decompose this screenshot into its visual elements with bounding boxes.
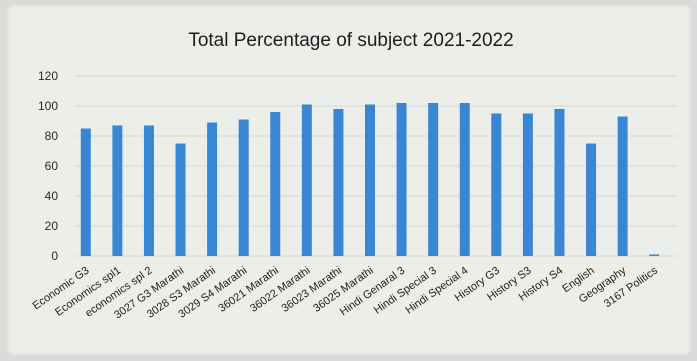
bar-13 — [491, 113, 502, 256]
bar-4 — [207, 122, 218, 256]
bar-8 — [333, 109, 344, 256]
chart-title: Total Percentage of subject 2021-2022 — [188, 30, 513, 51]
bar-2 — [143, 125, 154, 256]
y-tick-label: 120 — [38, 69, 58, 83]
bar-5 — [238, 119, 249, 256]
bar-12 — [459, 103, 470, 256]
bar-17 — [617, 116, 628, 256]
bars — [80, 103, 660, 256]
chart-frame: Total Percentage of subject 2021-2022 0 2… — [6, 4, 692, 356]
bar-16 — [586, 143, 597, 256]
bar-0 — [80, 128, 91, 256]
y-tick-label: 0 — [51, 249, 58, 263]
y-tick-label: 100 — [38, 99, 58, 113]
bar-chart: Total Percentage of subject 2021-2022 0 2… — [31, 30, 676, 321]
bar-18 — [649, 254, 660, 256]
bar-1 — [112, 125, 123, 256]
bar-11 — [428, 103, 439, 256]
bar-7 — [301, 104, 312, 256]
y-tick-label: 20 — [45, 219, 59, 233]
bar-3 — [175, 143, 186, 256]
gridlines — [76, 75, 676, 257]
bar-9 — [365, 104, 375, 256]
y-axis-tick-labels: 0 20 40 60 80 100 120 — [38, 69, 58, 263]
y-tick-label: 80 — [45, 129, 59, 143]
bar-15 — [554, 109, 565, 256]
bar-14 — [522, 113, 533, 256]
bar-10 — [396, 103, 407, 256]
y-tick-label: 40 — [45, 189, 59, 203]
bar-6 — [270, 112, 281, 256]
y-tick-label: 60 — [45, 159, 59, 173]
